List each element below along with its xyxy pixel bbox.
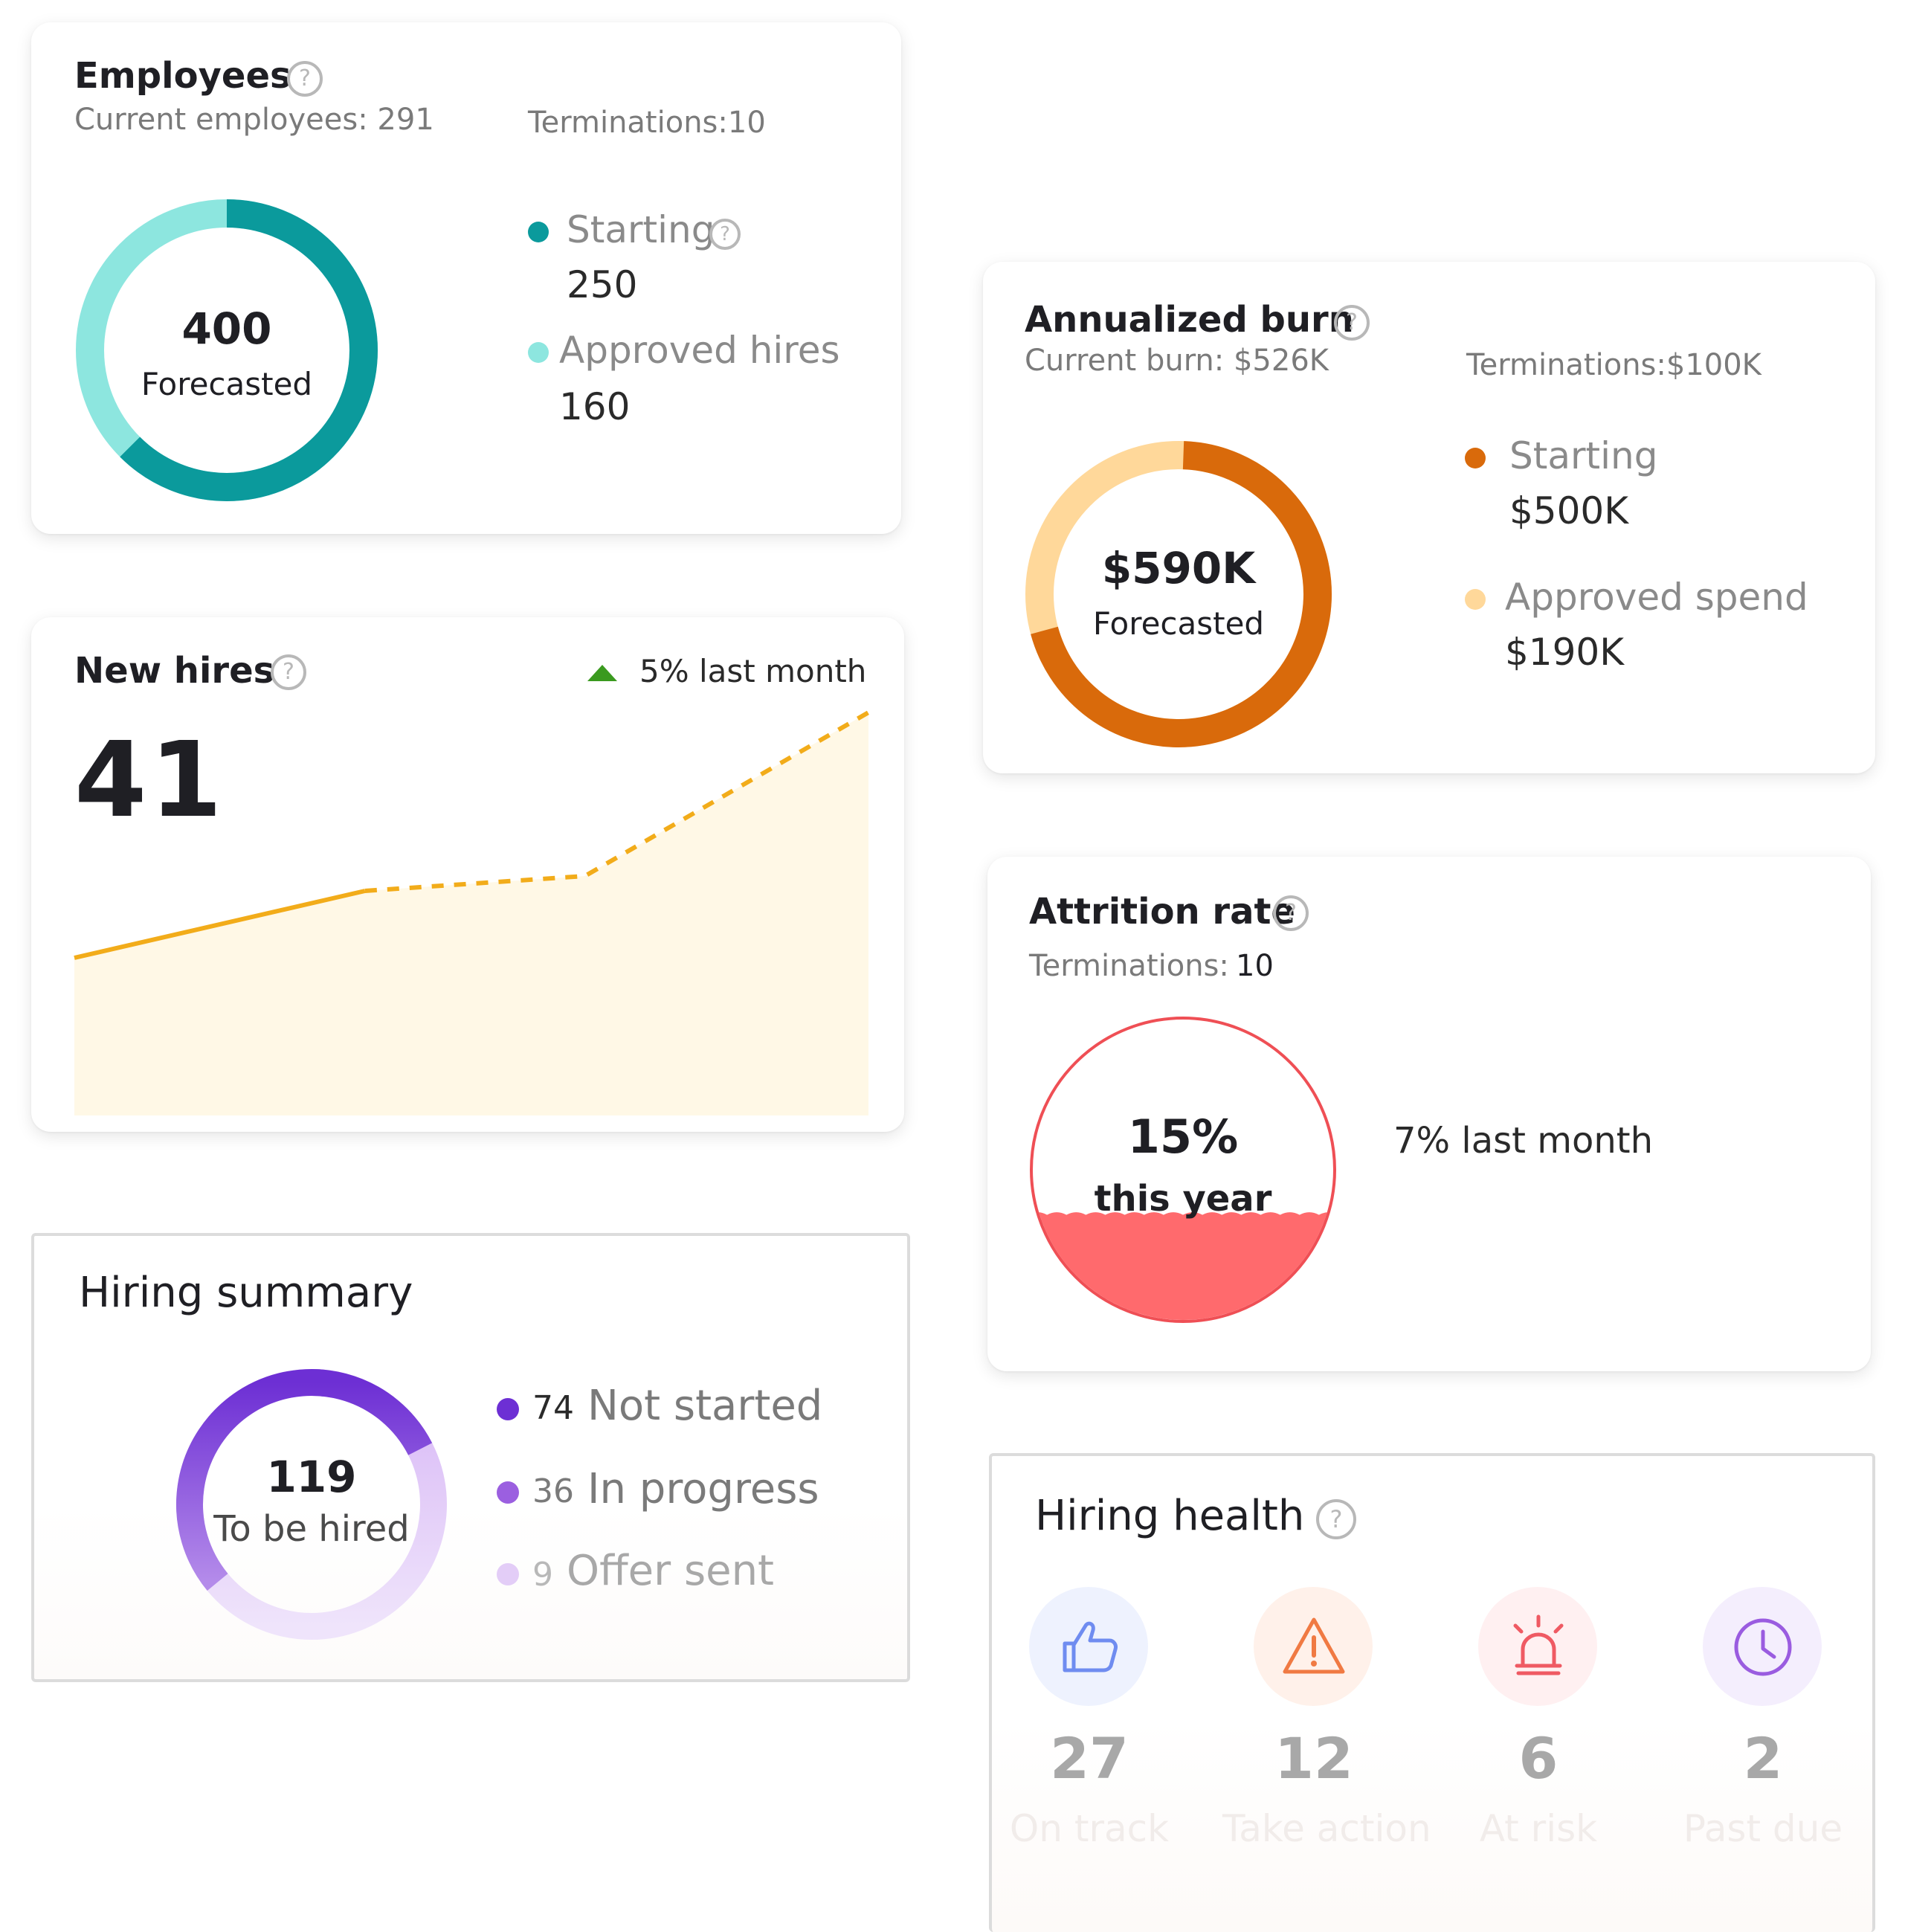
alarm-icon: [1513, 1614, 1564, 1675]
attrition-last-month: 7% last month: [1393, 1120, 1654, 1162]
donut-segment-starting: [76, 199, 378, 501]
health-value: 2: [1743, 1725, 1783, 1791]
attrition-card: Attrition rate ? Terminations: 10 15% th…: [987, 857, 1871, 1371]
health-item-take-action[interactable]: 12 Take action: [1222, 1587, 1431, 1870]
donut-label: Forecasted: [1092, 605, 1265, 642]
legend-dot-starting: [528, 222, 549, 242]
new-hires-value: 41: [74, 720, 225, 841]
help-icon[interactable]: ?: [287, 61, 323, 97]
current-burn: Current burn: $526K: [1025, 344, 1329, 378]
health-value: 27: [1050, 1725, 1129, 1791]
change-text: 5% last month: [639, 653, 867, 689]
legend-value-approved-spend: $190K: [1505, 631, 1625, 674]
legend-label-approved-spend: Approved spend: [1505, 576, 1808, 619]
new-hires-card: New hires ? 5% last month 41: [31, 617, 904, 1132]
legend-value-approved-hires: 160: [559, 385, 631, 428]
help-icon[interactable]: ?: [1273, 895, 1309, 931]
new-hires-title: New hires: [74, 650, 275, 692]
health-item-on-track[interactable]: 27 On track: [1010, 1587, 1169, 1870]
alarm-icon-badge: [1478, 1587, 1597, 1706]
legend-dot-approved-hires: [528, 342, 549, 363]
hiring-summary-card: Hiring summary 119 To be hired 74 Not st…: [31, 1233, 910, 1682]
terminations: Terminations:$100K: [1466, 348, 1761, 382]
legend-dot-in-progress: [497, 1481, 519, 1504]
attrition-title: Attrition rate: [1029, 891, 1295, 933]
attrition-gauge: [1030, 1017, 1336, 1323]
legend-value-starting: 250: [567, 263, 638, 306]
hiring-summary-title: Hiring summary: [79, 1269, 413, 1317]
legend-dot-approved-spend: [1465, 589, 1486, 610]
legend-value-starting: $500K: [1509, 489, 1629, 532]
health-label: Take action: [1222, 1807, 1431, 1850]
legend-dot-offer-sent: [497, 1563, 519, 1585]
trend-up-icon: [587, 665, 617, 681]
hiring-summary-donut: [176, 1369, 447, 1640]
help-icon[interactable]: ?: [1316, 1499, 1356, 1539]
chart-line-forecast: [364, 710, 870, 893]
donut-value: 400: [181, 303, 272, 354]
health-label: At risk: [1479, 1807, 1598, 1850]
legend-count-offer-sent: 9: [532, 1556, 553, 1594]
chart-area-fill: [74, 712, 868, 1115]
attrition-value: 15%: [1127, 1110, 1239, 1164]
thumbs-up-icon: [1063, 1621, 1118, 1672]
hiring-health-card: Hiring health ? 27 On track 12 Take acti…: [989, 1453, 1875, 1932]
attrition-level-fill: [1033, 1212, 1333, 1320]
legend-label-starting: Starting: [1509, 434, 1658, 477]
health-label: Past due: [1683, 1807, 1843, 1850]
attrition-value-label: this year: [1094, 1178, 1272, 1220]
legend-label-approved-hires: Approved hires: [559, 329, 840, 372]
employees-card: Employees ? Current employees: 291 Termi…: [31, 22, 901, 534]
donut-label: To be hired: [213, 1508, 410, 1550]
legend-label-offer-sent: Offer sent: [567, 1547, 775, 1595]
legend-count-not-started: 74: [532, 1389, 574, 1427]
thumbs-up-icon-badge: [1029, 1587, 1148, 1706]
terminations-value: 10: [1236, 949, 1274, 983]
health-item-at-risk[interactable]: 6 At risk: [1477, 1587, 1602, 1870]
clock-icon: [1734, 1618, 1792, 1676]
health-label: On track: [1009, 1807, 1170, 1850]
help-icon[interactable]: ?: [1334, 305, 1370, 341]
hiring-health-title: Hiring health: [1035, 1492, 1305, 1540]
donut-segment-starting: [1025, 441, 1332, 747]
new-hires-area-chart: [74, 710, 870, 1115]
health-item-past-due[interactable]: 2 Past due: [1683, 1587, 1843, 1870]
terminations: Terminations:10: [528, 106, 766, 140]
annualized-burn-card: Annualized burn ? Current burn: $526K Te…: [983, 262, 1875, 773]
employees-donut: [76, 199, 378, 501]
warning-icon: [1283, 1617, 1345, 1674]
legend-label-starting: Starting: [567, 208, 715, 251]
current-employees: Current employees: 291: [74, 103, 434, 137]
legend-dot-starting: [1465, 448, 1486, 468]
legend-count-in-progress: 36: [532, 1472, 574, 1510]
chart-line-actual: [74, 889, 366, 960]
donut-value: 119: [266, 1452, 357, 1502]
terminations-label: Terminations:: [1029, 949, 1229, 983]
burn-donut: [1025, 441, 1332, 747]
employees-title: Employees: [74, 55, 291, 97]
legend-dot-not-started: [497, 1398, 519, 1420]
health-value: 12: [1274, 1725, 1353, 1791]
help-icon[interactable]: ?: [271, 654, 306, 690]
legend-label-in-progress: In progress: [587, 1465, 819, 1513]
donut-label: Forecasted: [141, 366, 313, 402]
donut-segment-not-started-arc: [176, 1369, 433, 1591]
help-icon[interactable]: ?: [709, 219, 741, 250]
legend-label-not-started: Not started: [587, 1382, 823, 1430]
annualized-burn-title: Annualized burn: [1025, 299, 1354, 341]
donut-value: $590K: [1101, 543, 1256, 593]
health-value: 6: [1518, 1725, 1559, 1791]
